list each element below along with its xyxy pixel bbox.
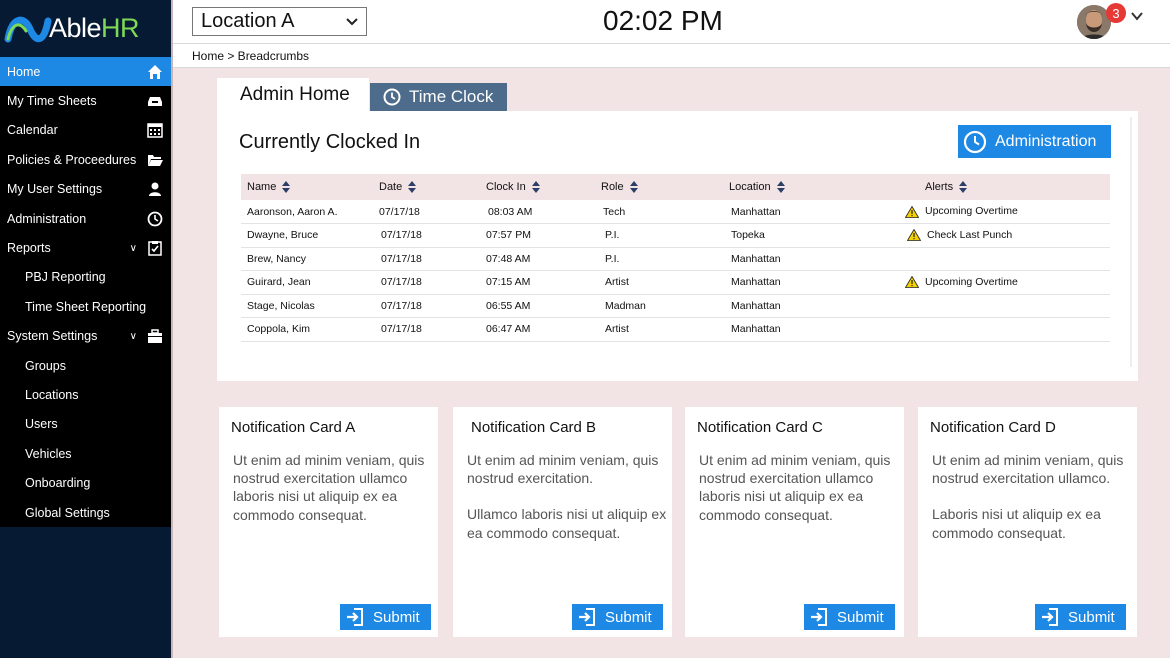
calendar-icon <box>147 122 163 139</box>
folder-open-icon <box>147 152 163 168</box>
card-title: Notification Card A <box>231 419 356 436</box>
clock-icon <box>147 211 163 227</box>
chevron-down-icon[interactable] <box>1131 12 1143 21</box>
column-header-location[interactable]: Location <box>729 174 889 200</box>
sidebar-item-calendar[interactable]: Calendar <box>0 115 171 146</box>
sidebar-item-system-settings[interactable]: System Settings ∨ <box>0 321 171 351</box>
home-icon <box>147 64 163 80</box>
sidebar-divider <box>171 0 173 658</box>
warning-icon <box>905 276 919 289</box>
column-header-alerts[interactable]: Alerts <box>889 174 1110 200</box>
sort-icon[interactable] <box>629 181 638 194</box>
sidebar-item-pbj-reporting[interactable]: PBJ Reporting <box>0 262 171 293</box>
notification-card-c: Notification Card C Ut enim ad minim ven… <box>685 407 904 637</box>
sign-in-icon <box>1042 608 1058 626</box>
user-avatar[interactable] <box>1077 5 1111 39</box>
location-select[interactable]: Location A <box>192 7 367 36</box>
sidebar: AbleHR Home My Time Sheets Calendar Poli… <box>0 0 171 658</box>
location-select-value: Location A <box>201 10 295 32</box>
notification-card-a: Notification Card A Ut enim ad minim ven… <box>219 407 438 637</box>
card-title: Notification Card C <box>697 419 823 436</box>
sign-in-icon <box>811 608 827 626</box>
user-icon <box>147 181 163 197</box>
panel-title: Currently Clocked In <box>239 131 421 153</box>
sidebar-nav: Home My Time Sheets Calendar Policies & … <box>0 57 171 528</box>
table-row[interactable]: Dwayne, Bruce 07/17/18 07:57 PM P.I. Top… <box>241 223 1110 248</box>
sidebar-item-reports[interactable]: Reports ∨ <box>0 233 171 263</box>
column-header-date[interactable]: Date <box>379 174 486 200</box>
sidebar-item-my-user-settings[interactable]: My User Settings <box>0 174 171 204</box>
submit-button[interactable]: Submit <box>1035 604 1126 630</box>
submit-button[interactable]: Submit <box>340 604 431 630</box>
current-time: 02:02 PM <box>603 5 723 36</box>
sort-icon[interactable] <box>776 181 785 194</box>
sidebar-item-users[interactable]: Users <box>0 409 171 440</box>
inbox-tray-icon <box>147 93 163 109</box>
warning-icon <box>907 229 921 242</box>
top-header: Location A 02:02 PM 3 <box>173 0 1170 44</box>
notification-badge[interactable]: 3 <box>1106 3 1126 23</box>
sidebar-item-onboarding[interactable]: Onboarding <box>0 468 171 498</box>
tab-time-clock[interactable]: Time Clock <box>370 83 507 111</box>
sidebar-item-policies[interactable]: Policies & Proceedures <box>0 145 171 175</box>
sign-in-icon <box>579 608 595 626</box>
breadcrumb-bar: Home > Breadcrumbs <box>173 44 1170 68</box>
panel-scrollbar[interactable] <box>1130 117 1132 367</box>
submit-button[interactable]: Submit <box>804 604 895 630</box>
clipboard-check-icon <box>147 240 163 256</box>
administration-button[interactable]: Administration <box>958 125 1111 158</box>
notification-card-b: Notification Card B Ut enim ad minim ven… <box>453 407 672 637</box>
clocked-in-panel: Currently Clocked In Administration Name… <box>217 111 1138 381</box>
sidebar-item-groups[interactable]: Groups <box>0 350 171 381</box>
alert-text: Check Last Punch <box>927 229 1013 242</box>
card-body: Ut enim ad minim veniam, quis nostrud ex… <box>699 452 891 523</box>
sidebar-item-home[interactable]: Home <box>0 57 171 87</box>
sort-icon[interactable] <box>531 181 540 194</box>
table-row[interactable]: Stage, Nicolas 07/17/18 06:55 AM Madman … <box>241 294 1110 318</box>
sign-in-icon <box>347 608 363 626</box>
notification-card-d: Notification Card D Ut enim ad minim ven… <box>918 407 1137 637</box>
breadcrumb[interactable]: Home > Breadcrumbs <box>192 49 310 63</box>
column-header-name[interactable]: Name <box>241 174 379 200</box>
column-header-role[interactable]: Role <box>601 174 729 200</box>
briefcase-icon <box>147 328 163 344</box>
sidebar-item-time-sheet-reporting[interactable]: Time Sheet Reporting <box>0 292 171 322</box>
clock-icon <box>383 88 401 106</box>
sort-icon[interactable] <box>959 181 968 194</box>
logo-text: AbleHR <box>49 13 140 43</box>
sort-icon[interactable] <box>282 181 291 194</box>
warning-icon <box>905 205 919 218</box>
chevron-down-icon[interactable]: ∨ <box>129 242 137 254</box>
sidebar-item-vehicles[interactable]: Vehicles <box>0 439 171 469</box>
column-header-clock-in[interactable]: Clock In <box>486 174 601 200</box>
submit-button[interactable]: Submit <box>572 604 663 630</box>
table-row[interactable]: Brew, Nancy 07/17/18 07:48 AM P.I. Manha… <box>241 247 1110 271</box>
table-row[interactable]: Aaronson, Aaron A. 07/17/18 08:03 AM Tec… <box>241 200 1110 224</box>
table-row[interactable]: Coppola, Kim 07/17/18 06:47 AM Artist Ma… <box>241 317 1110 342</box>
sidebar-item-administration[interactable]: Administration <box>0 203 171 234</box>
sidebar-item-locations[interactable]: Locations <box>0 380 171 410</box>
logo-wave-icon <box>4 16 52 42</box>
card-title: Notification Card B <box>471 419 597 436</box>
sort-icon[interactable] <box>408 181 417 194</box>
card-body: Ut enim ad minim veniam, quis nostrud ex… <box>467 452 667 541</box>
alert-text: Upcoming Overtime <box>925 276 1018 289</box>
clocked-in-table: Name Date Clock In Role Location Alerts … <box>241 174 1110 342</box>
avatar-icon <box>1077 5 1111 39</box>
card-body: Ut enim ad minim veniam, quis nostrud ex… <box>932 452 1124 541</box>
chevron-down-icon <box>346 17 358 25</box>
sidebar-item-my-time-sheets[interactable]: My Time Sheets <box>0 86 171 116</box>
tab-admin-home[interactable]: Admin Home <box>217 78 369 112</box>
clock-icon <box>963 130 987 153</box>
table-row[interactable]: Guirard, Jean 07/17/18 07:15 AM Artist M… <box>241 270 1110 295</box>
logo: AbleHR <box>0 0 171 57</box>
chevron-down-icon[interactable]: ∨ <box>129 330 137 342</box>
table-header-row: Name Date Clock In Role Location Alerts <box>241 174 1110 200</box>
card-body: Ut enim ad minim veniam, quis nostrud ex… <box>233 452 425 523</box>
alert-text: Upcoming Overtime <box>925 205 1018 218</box>
card-title: Notification Card D <box>930 419 1056 436</box>
sidebar-item-global-settings[interactable]: Global Settings <box>0 497 171 528</box>
